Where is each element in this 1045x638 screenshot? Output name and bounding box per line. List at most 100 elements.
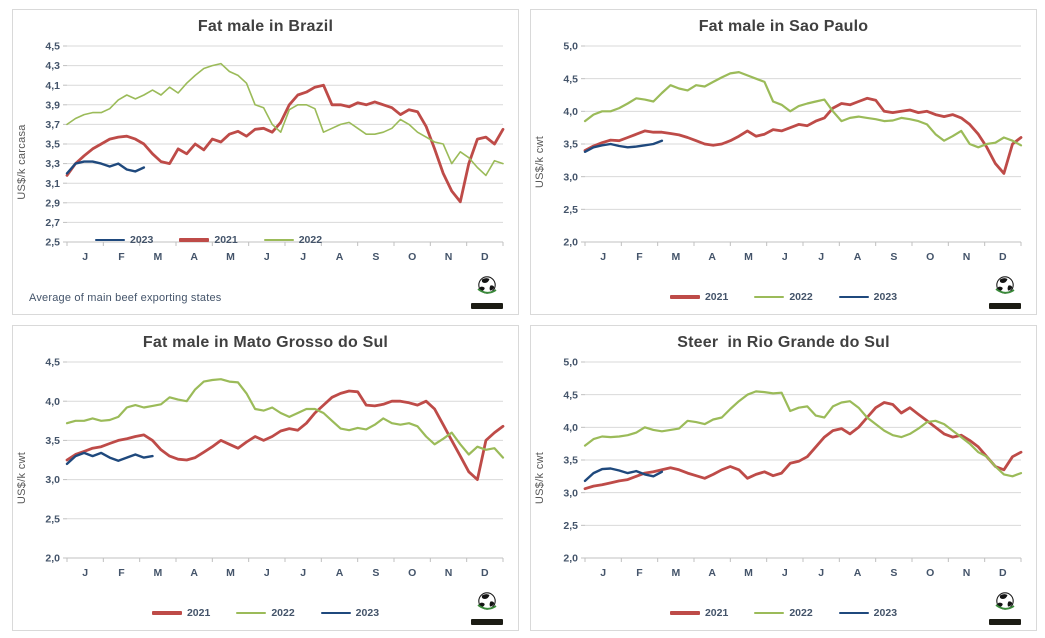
gridlines: [62, 45, 503, 243]
svg-text:J: J: [300, 251, 306, 263]
svg-text:2,0: 2,0: [45, 553, 60, 565]
svg-text:3,1: 3,1: [45, 178, 60, 190]
y-tick-labels: 5,0 4,5 4,0 3,5 3,0 2,5 2,0: [563, 357, 578, 565]
svg-text:3,5: 3,5: [45, 435, 60, 447]
svg-text:D: D: [999, 251, 1007, 263]
svg-text:J: J: [600, 251, 606, 263]
svg-text:N: N: [962, 567, 970, 579]
svg-text:S: S: [890, 251, 897, 263]
svg-text:5,0: 5,0: [563, 41, 578, 53]
plot-wrap: US$/k carcasa 4,5 4,3 4,1 3,9 3,7 3,5 3,3 3,1 2,…: [13, 38, 518, 270]
y-axis-label: US$/k cwt: [16, 451, 28, 505]
plot-area: 4,5 4,0 3,5 3,0 2,5 2,0 J F M A M J J A S O N D: [45, 357, 504, 579]
logo-wordmark: [471, 303, 503, 309]
world-logo: [470, 591, 504, 625]
legend: 2021 2022 2023: [13, 607, 518, 619]
legend: 2021 2022 2023: [531, 607, 1036, 619]
legend-item-2021: 2021: [151, 607, 211, 619]
series-2022-line: [65, 62, 504, 177]
legend-item-2022: 2022: [263, 234, 322, 246]
series-2023-line: [583, 467, 663, 483]
svg-text:3,7: 3,7: [45, 119, 60, 131]
legend-label-2022: 2022: [789, 291, 813, 303]
world-logo: [988, 591, 1022, 625]
series-2021-line: [583, 401, 1022, 491]
logo-wordmark: [471, 619, 503, 625]
legend-label-2021: 2021: [186, 607, 211, 619]
gridlines: [580, 45, 1021, 243]
svg-text:3,0: 3,0: [563, 171, 578, 183]
svg-text:J: J: [781, 567, 787, 579]
svg-text:M: M: [744, 251, 753, 263]
legend-swatch-2022: [754, 611, 785, 615]
svg-text:4,0: 4,0: [563, 106, 578, 118]
svg-text:M: M: [671, 567, 680, 579]
legend-item-2021: 2021: [669, 607, 728, 619]
svg-text:J: J: [818, 251, 824, 263]
svg-text:M: M: [153, 567, 162, 579]
legend: 2023 2021 2022: [95, 234, 322, 246]
y-axis-label: US$/k cwt: [534, 135, 546, 189]
legend-label-2023: 2023: [873, 291, 898, 303]
legend-label-2022: 2022: [789, 607, 813, 619]
svg-text:A: A: [853, 251, 861, 263]
svg-text:3,0: 3,0: [563, 487, 578, 499]
svg-text:F: F: [118, 567, 125, 579]
svg-text:3,5: 3,5: [45, 139, 60, 151]
svg-text:3,3: 3,3: [45, 158, 60, 170]
legend-item-2022: 2022: [754, 607, 813, 619]
legend-item-2022: 2022: [236, 607, 295, 619]
svg-text:4,5: 4,5: [563, 389, 578, 401]
svg-text:3,9: 3,9: [45, 99, 60, 111]
legend-label-2023: 2023: [355, 607, 380, 619]
legend-swatch-2022: [754, 295, 785, 299]
series-2022-line: [65, 378, 504, 459]
series-2022-line: [583, 70, 1022, 149]
plot-area: 5,0 4,5 4,0 3,5 3,0 2,5 2,0 J F M A M J J A S O N D: [563, 41, 1022, 263]
svg-text:2,0: 2,0: [563, 553, 578, 565]
logo-wordmark: [989, 619, 1021, 625]
svg-text:A: A: [853, 567, 861, 579]
svg-text:2,5: 2,5: [563, 204, 578, 216]
svg-text:J: J: [818, 567, 824, 579]
svg-text:N: N: [962, 251, 970, 263]
svg-text:2,5: 2,5: [563, 520, 578, 532]
svg-text:3,0: 3,0: [45, 474, 60, 486]
legend-item-2023: 2023: [838, 607, 898, 619]
chart-panel-fat-male-sao-paulo: Fat male in Sao Paulo US$/k cwt 5,0 4,5 4,…: [530, 9, 1037, 315]
svg-text:4,0: 4,0: [563, 422, 578, 434]
chart-title: Fat male in Mato Grosso do Sul: [142, 334, 389, 351]
svg-text:M: M: [226, 567, 235, 579]
legend-item-2023: 2023: [320, 607, 380, 619]
svg-text:J: J: [300, 567, 306, 579]
svg-text:O: O: [408, 567, 416, 579]
svg-text:F: F: [636, 251, 643, 263]
y-tick-labels: 5,0 4,5 4,0 3,5 3,0 2,5 2,0: [563, 41, 578, 249]
chart-panel-fat-male-mato-grosso: Fat male in Mato Grosso do Sul US$/k cwt…: [12, 325, 519, 631]
legend-swatch-2022: [263, 238, 294, 242]
svg-text:J: J: [600, 567, 606, 579]
svg-text:2,5: 2,5: [45, 237, 60, 249]
svg-text:A: A: [335, 567, 343, 579]
legend-swatch-2021: [179, 238, 210, 242]
svg-text:D: D: [481, 251, 489, 263]
legend-swatch-2023: [320, 611, 351, 615]
svg-text:3,5: 3,5: [563, 139, 578, 151]
footnote: Average of main beef exporting states: [29, 292, 222, 304]
svg-text:4,5: 4,5: [45, 41, 60, 53]
svg-text:A: A: [335, 251, 343, 263]
chart-panel-steer-rio-grande: Steer in Rio Grande do Sul US$/k cwt 5,0…: [530, 325, 1037, 631]
svg-text:N: N: [444, 251, 452, 263]
svg-text:M: M: [226, 251, 235, 263]
svg-text:4,0: 4,0: [45, 396, 60, 408]
legend-item-2023: 2023: [95, 234, 153, 246]
svg-text:5,0: 5,0: [563, 357, 578, 369]
svg-text:D: D: [999, 567, 1007, 579]
legend-swatch-2023: [838, 611, 869, 615]
svg-text:4,1: 4,1: [45, 80, 60, 92]
world-globe-icon: [995, 592, 1015, 610]
legend-label-2023: 2023: [873, 607, 898, 619]
